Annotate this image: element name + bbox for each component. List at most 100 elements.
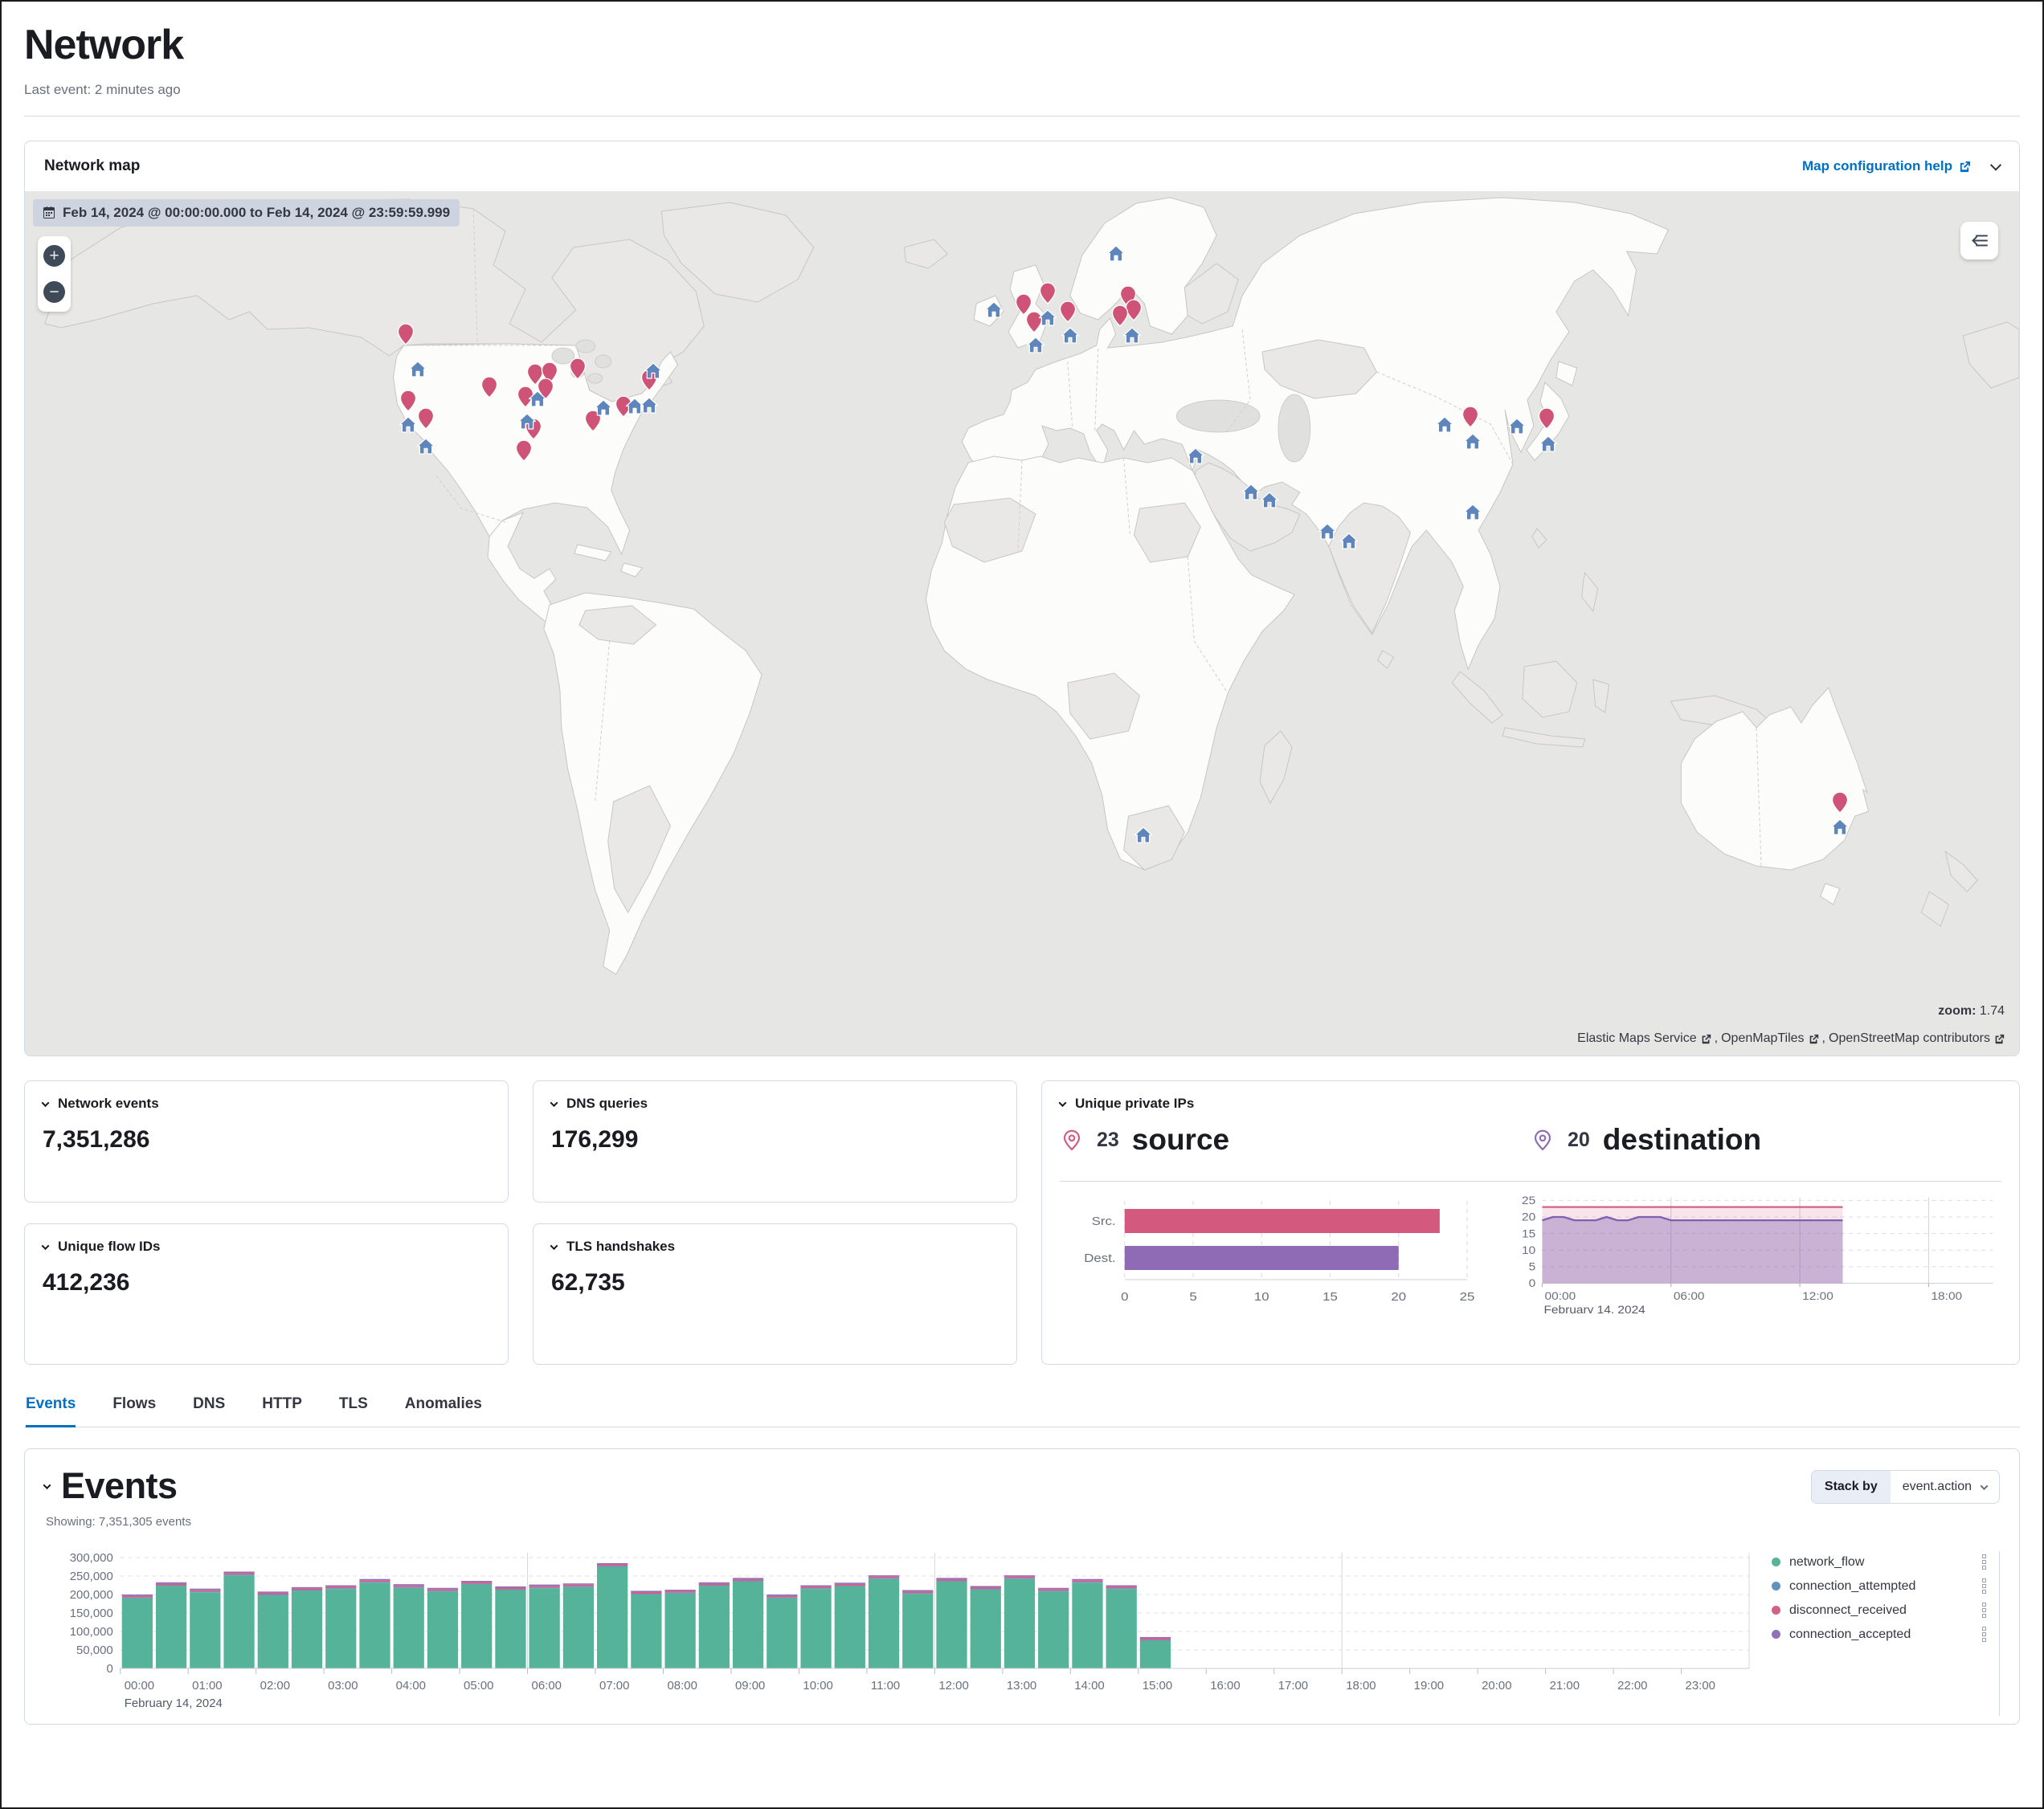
openmaptiles-link[interactable]: OpenMapTiles — [1721, 1031, 1818, 1046]
destination-pin-icon[interactable] — [1462, 406, 1479, 432]
svg-text:21:00: 21:00 — [1550, 1679, 1580, 1693]
svg-text:01:00: 01:00 — [192, 1679, 222, 1693]
source-house-pin-icon[interactable] — [644, 362, 662, 383]
destination-pin-icon[interactable] — [481, 376, 498, 402]
legend-item-menu-icon[interactable] — [1982, 1603, 1986, 1618]
destination-pin-icon[interactable] — [1538, 407, 1555, 434]
source-house-pin-icon[interactable] — [408, 361, 427, 382]
elastic-maps-service-link[interactable]: Elastic Maps Service — [1577, 1031, 1711, 1046]
stack-by-label: Stack by — [1812, 1471, 1891, 1503]
map-panel-collapse-chevron-icon[interactable] — [1990, 160, 2001, 171]
source-house-pin-icon[interactable] — [1463, 504, 1482, 525]
source-house-pin-icon[interactable] — [518, 413, 537, 434]
source-house-pin-icon[interactable] — [1260, 492, 1278, 512]
zoom-in-button[interactable]: + — [43, 245, 65, 267]
source-house-pin-icon[interactable] — [640, 397, 658, 418]
events-title: Events — [61, 1465, 178, 1507]
source-house-pin-icon[interactable] — [1039, 309, 1057, 330]
source-house-pin-icon[interactable] — [1027, 337, 1045, 357]
legend-dot — [1772, 1630, 1780, 1639]
destination-pin-icon[interactable] — [1060, 300, 1077, 327]
legend-item-connection-accepted[interactable]: connection_accepted — [1772, 1627, 1999, 1642]
kpi-network-events: Network events 7,351,286 — [24, 1080, 509, 1203]
svg-text:00:00: 00:00 — [125, 1679, 154, 1693]
last-event-text: Last event: 2 minutes ago — [24, 82, 2020, 98]
collapse-chevron-icon[interactable] — [550, 1099, 558, 1107]
kpi-unique-flow-ids: Unique flow IDs 412,236 — [24, 1223, 509, 1365]
collapse-chevron-icon[interactable] — [42, 1242, 50, 1250]
map-configuration-help-link[interactable]: Map configuration help — [1802, 158, 1971, 174]
svg-text:16:00: 16:00 — [1210, 1679, 1240, 1693]
unique-private-ips-panel: Unique private IPs 23 source 20 destinat… — [1041, 1080, 2020, 1365]
source-house-pin-icon[interactable] — [528, 390, 546, 411]
svg-text:17:00: 17:00 — [1278, 1679, 1308, 1693]
svg-text:06:00: 06:00 — [1674, 1291, 1705, 1303]
tab-events[interactable]: Events — [26, 1395, 76, 1427]
svg-text:0: 0 — [1529, 1278, 1536, 1290]
source-house-pin-icon[interactable] — [1122, 327, 1141, 348]
source-house-pin-icon[interactable] — [1539, 435, 1558, 456]
source-house-pin-icon[interactable] — [1436, 416, 1454, 437]
kpi-value: 176,299 — [551, 1126, 999, 1154]
map-pin-icon — [1060, 1128, 1084, 1152]
destination-pin-icon[interactable] — [417, 407, 434, 434]
destination-pin-icon[interactable] — [515, 439, 532, 466]
legend-item-disconnect-received[interactable]: disconnect_received — [1772, 1603, 1999, 1618]
zoom-out-button[interactable]: − — [43, 281, 65, 303]
source-house-pin-icon[interactable] — [399, 416, 417, 437]
collapse-chevron-icon[interactable] — [42, 1099, 50, 1107]
svg-text:11:00: 11:00 — [871, 1679, 900, 1693]
source-house-pin-icon[interactable] — [1106, 245, 1125, 266]
source-house-pin-icon[interactable] — [1463, 433, 1482, 454]
tab-anomalies[interactable]: Anomalies — [405, 1395, 482, 1427]
svg-text:10:00: 10:00 — [803, 1679, 832, 1693]
external-link-icon — [1701, 1034, 1711, 1044]
destination-pin-icon[interactable] — [1831, 791, 1848, 818]
source-house-pin-icon[interactable] — [1507, 418, 1526, 439]
tab-dns[interactable]: DNS — [193, 1395, 225, 1427]
source-house-pin-icon[interactable] — [1186, 447, 1204, 468]
svg-text:5: 5 — [1529, 1261, 1536, 1273]
legend-item-menu-icon[interactable] — [1982, 1627, 1986, 1642]
source-house-pin-icon[interactable] — [416, 438, 435, 459]
events-collapse-chevron-icon[interactable] — [43, 1481, 51, 1489]
collapse-chevron-icon[interactable] — [550, 1242, 558, 1250]
legend-item-connection-attempted[interactable]: connection_attempted — [1772, 1578, 1999, 1594]
source-house-pin-icon[interactable] — [1134, 827, 1153, 847]
svg-text:09:00: 09:00 — [735, 1679, 765, 1693]
svg-text:15:00: 15:00 — [1143, 1679, 1172, 1693]
tab-http[interactable]: HTTP — [262, 1395, 302, 1427]
kpi-tls-handshakes: TLS handshakes 62,735 — [533, 1223, 1017, 1365]
svg-text:20: 20 — [1391, 1291, 1406, 1304]
tab-tls[interactable]: TLS — [339, 1395, 368, 1427]
collapse-chevron-icon[interactable] — [1059, 1099, 1067, 1107]
svg-text:06:00: 06:00 — [532, 1679, 562, 1693]
svg-text:Src.: Src. — [1092, 1215, 1116, 1228]
svg-text:03:00: 03:00 — [328, 1679, 358, 1693]
svg-text:200,000: 200,000 — [70, 1588, 113, 1602]
calendar-icon — [43, 206, 55, 219]
source-house-pin-icon[interactable] — [594, 399, 612, 420]
legend-item-menu-icon[interactable] — [1982, 1578, 1986, 1594]
unique-ips-area-chart: 051015202500:0006:0012:0018:00February 1… — [1504, 1193, 2001, 1356]
legend-item-network-flow[interactable]: network_flow — [1772, 1554, 1999, 1570]
destination-pin-icon[interactable] — [398, 323, 415, 349]
source-house-pin-icon[interactable] — [1830, 819, 1849, 839]
map-canvas[interactable]: Feb 14, 2024 @ 00:00:00.000 to Feb 14, 2… — [25, 191, 2019, 1056]
source-house-pin-icon[interactable] — [1318, 523, 1336, 544]
destination-pin-icon[interactable] — [569, 357, 586, 384]
stack-by-select[interactable]: Stack by event.action — [1811, 1470, 2000, 1504]
source-house-pin-icon[interactable] — [1061, 327, 1079, 348]
collapse-layers-panel-button[interactable] — [1960, 222, 1998, 259]
destination-pin-icon[interactable] — [1040, 282, 1057, 308]
destination-pin-icon[interactable] — [399, 390, 416, 416]
svg-text:13:00: 13:00 — [1007, 1679, 1036, 1693]
openstreetmap-contributors-link[interactable]: OpenStreetMap contributors — [1829, 1031, 2005, 1046]
source-house-pin-icon[interactable] — [1340, 533, 1359, 553]
source-house-pin-icon[interactable] — [1242, 484, 1261, 504]
source-house-pin-icon[interactable] — [985, 301, 1004, 322]
stack-by-value: event.action — [1903, 1480, 1972, 1494]
svg-text:25: 25 — [1522, 1195, 1535, 1207]
tab-flows[interactable]: Flows — [112, 1395, 156, 1427]
legend-item-menu-icon[interactable] — [1982, 1554, 1986, 1570]
